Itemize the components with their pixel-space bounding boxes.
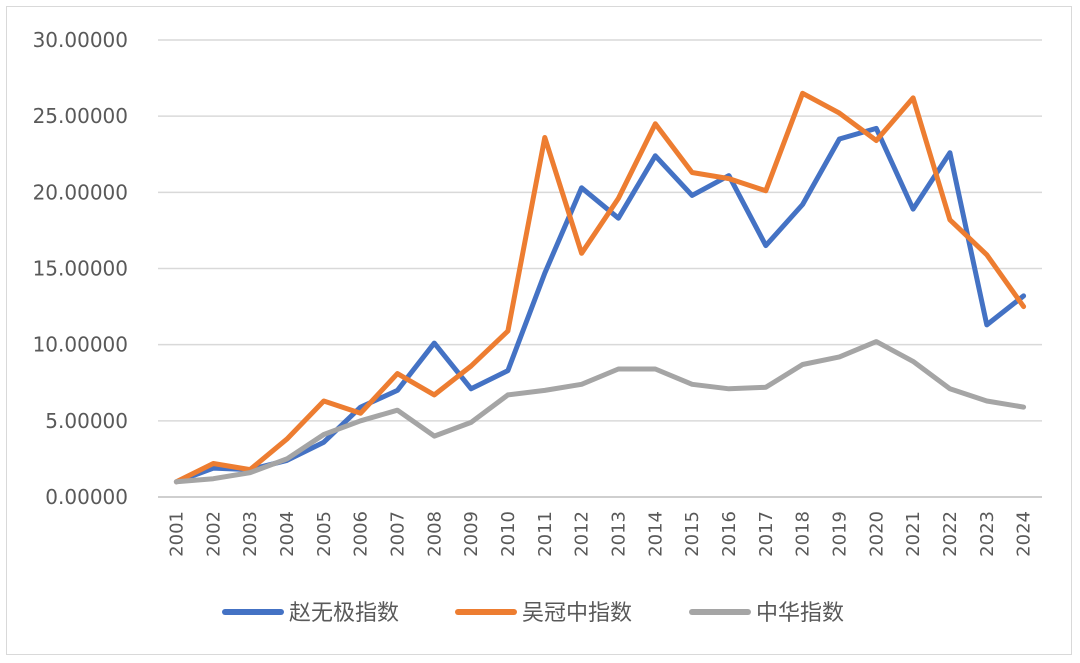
series-line-1 <box>173 125 1027 485</box>
legend-label: 赵无极指数 <box>289 601 399 626</box>
series-line-2 <box>173 90 1027 485</box>
x-tick-label: 2005 <box>314 511 335 557</box>
x-tick-label: 2019 <box>829 511 850 557</box>
x-tick-label: 2020 <box>866 511 887 557</box>
x-tick-label: 2009 <box>461 511 482 557</box>
y-tick-label: 10.00000 <box>33 333 128 357</box>
x-tick-label: 2022 <box>940 511 961 557</box>
series-lines <box>173 90 1027 485</box>
x-tick-label: 2021 <box>903 511 924 557</box>
x-tick-label: 2008 <box>424 511 445 557</box>
x-tick-label: 2011 <box>535 511 556 557</box>
x-tick-label: 2004 <box>277 511 298 557</box>
x-tick-label: 2002 <box>203 511 224 557</box>
x-tick-label: 2013 <box>608 511 629 557</box>
chart-frame <box>6 6 1072 655</box>
x-tick-label: 2023 <box>977 511 998 557</box>
x-tick-label: 2006 <box>351 511 372 557</box>
x-axis-ticks: 2001 2002 2003 2004 2005 2006 2007 2008 2009 2010… <box>166 511 1034 557</box>
series-line-3 <box>173 339 1027 485</box>
x-tick-label: 2007 <box>387 511 408 557</box>
x-tick-label: 2003 <box>240 511 261 557</box>
legend-label: 中华指数 <box>756 601 844 626</box>
legend-label: 吴冠中指数 <box>522 601 632 626</box>
y-tick-label: 25.00000 <box>33 104 128 128</box>
x-tick-label: 2024 <box>1014 511 1035 557</box>
y-tick-label: 15.00000 <box>33 257 128 281</box>
x-tick-label: 2012 <box>572 511 593 557</box>
x-tick-label: 2017 <box>756 511 777 557</box>
x-tick-label: 2010 <box>498 511 519 557</box>
gridlines <box>158 39 1042 498</box>
y-tick-label: 20.00000 <box>33 180 128 204</box>
y-tick-label: 5.00000 <box>45 409 128 433</box>
x-tick-label: 2015 <box>682 511 703 557</box>
x-tick-label: 2016 <box>719 511 740 557</box>
y-tick-label: 30.00000 <box>33 28 128 52</box>
x-tick-label: 2018 <box>793 511 814 557</box>
legend: 赵无极指数 吴冠中指数 中华指数 <box>222 601 844 626</box>
y-axis-ticks: 0.00000 5.00000 10.00000 15.00000 20.00000 25… <box>33 28 128 509</box>
x-tick-label: 2001 <box>166 511 187 557</box>
y-tick-label: 0.00000 <box>45 485 128 509</box>
x-tick-label: 2014 <box>645 511 666 557</box>
